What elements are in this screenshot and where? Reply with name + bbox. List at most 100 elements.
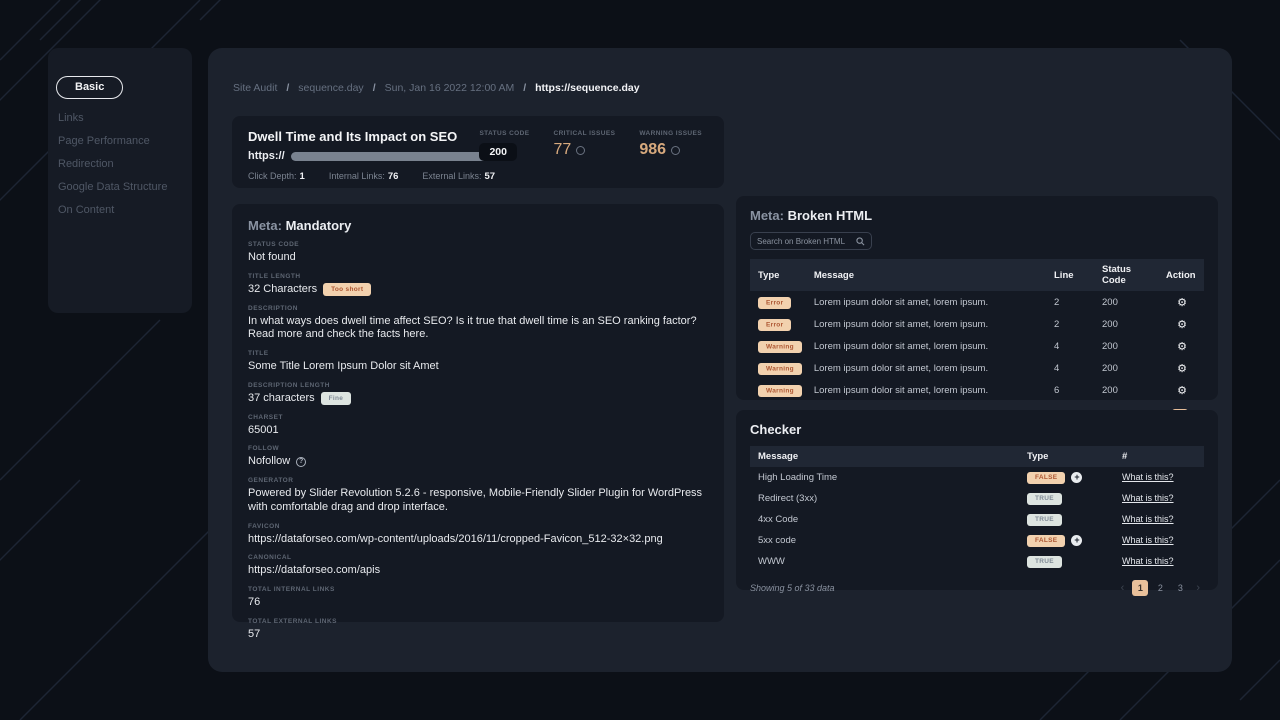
breadcrumb-date[interactable]: Sun, Jan 16 2022 12:00 AM	[384, 82, 515, 94]
false-badge: FALSE	[1027, 471, 1066, 484]
warning-issues-stat: Warning Issues 986	[639, 130, 702, 161]
column-type: Type	[1021, 446, 1116, 467]
broken-html-table: Type Message Line Status Code Action Err…	[750, 259, 1204, 401]
gear-icon[interactable]: ⚙	[1177, 296, 1187, 309]
sidebar-item-on-content[interactable]: On Content	[58, 204, 115, 216]
gear-icon[interactable]: ⚙	[1177, 318, 1187, 331]
what-is-this-link[interactable]: What is this?	[1122, 535, 1174, 545]
field-value: https://dataforseo.com/wp-content/upload…	[248, 532, 663, 545]
plus-icon[interactable]: +	[1071, 472, 1083, 483]
row-message: Lorem ipsum dolor sit amet, lorem ipsum.	[813, 362, 989, 374]
prev-page-icon[interactable]: ‹	[1120, 582, 1125, 594]
table-row: Warning Lorem ipsum dolor sit amet, lore…	[750, 335, 1204, 357]
external-links-value: 57	[484, 171, 496, 182]
warning-badge: Warning	[758, 385, 802, 397]
critical-issues-stat: Critical Issues 77	[553, 130, 615, 161]
checker-message: Redirect (3xx)	[758, 493, 818, 504]
row-line: 2	[1054, 318, 1060, 330]
what-is-this-link[interactable]: What is this?	[1122, 556, 1174, 566]
field-value: In what ways does dwell time affect SEO?…	[248, 314, 697, 341]
field-value: Some Title Lorem Ipsum Dolor sit Amet	[248, 360, 439, 372]
sidebar-item-links[interactable]: Links	[58, 112, 84, 124]
field-label: Generator	[248, 477, 294, 484]
table-row: WWW TRUE What is this?	[750, 551, 1204, 572]
true-badge: TRUE	[1027, 492, 1062, 505]
page-summary-card: Dwell Time and Its Impact on SEO https:/…	[232, 116, 724, 188]
gear-icon[interactable]: ⚙	[1177, 384, 1187, 397]
what-is-this-link[interactable]: What is this?	[1122, 493, 1174, 503]
warning-issues-label: Warning Issues	[639, 130, 702, 137]
table-row: 4xx Code TRUE What is this?	[750, 509, 1204, 530]
page-button-3[interactable]: 3	[1177, 583, 1183, 593]
page-button-2[interactable]: 2	[1157, 583, 1163, 593]
checker-footer: Showing 5 of 33 data ‹ 1 2 3 ›	[750, 580, 1204, 596]
what-is-this-link[interactable]: What is this?	[1122, 514, 1174, 524]
breadcrumb-site-audit[interactable]: Site Audit	[233, 82, 278, 94]
broken-html-search[interactable]	[750, 232, 872, 250]
field-label: Title	[248, 350, 269, 357]
table-row: High Loading Time FALSE + What is this?	[750, 467, 1204, 488]
url-redacted-bar	[290, 151, 491, 161]
column-message: Message	[807, 259, 1048, 291]
row-message: Lorem ipsum dolor sit amet, lorem ipsum.	[813, 340, 989, 352]
column-message: Message	[750, 446, 1021, 467]
field-value: 65001	[248, 423, 279, 436]
field-value: 76	[248, 596, 261, 608]
checker-message: 4xx Code	[758, 514, 799, 525]
page-title: Dwell Time and Its Impact on SEO	[248, 129, 458, 144]
field-label: Status Code	[248, 241, 300, 248]
info-ring-icon[interactable]	[576, 145, 586, 155]
column-line: Line	[1048, 259, 1096, 291]
plus-icon[interactable]: +	[1071, 535, 1083, 546]
column-action: Action	[1160, 259, 1204, 291]
click-depth: Click Depth: 1	[248, 171, 305, 182]
breadcrumb-separator: /	[523, 82, 527, 94]
table-header-row: Message Type #	[750, 446, 1204, 467]
field-description-length: Description Length 37 characters Fine	[248, 382, 708, 406]
meta-mandatory-panel: Meta: Mandatory Status Code Not found Ti…	[232, 204, 724, 640]
status-code-label: Status Code	[479, 130, 530, 137]
row-message: Lorem ipsum dolor sit amet, lorem ipsum.	[813, 318, 989, 330]
field-label: Favicon	[248, 522, 280, 530]
click-depth-value: 1	[299, 171, 305, 182]
field-value: 57	[248, 627, 261, 640]
row-status: 200	[1102, 318, 1118, 330]
table-row: Warning Lorem ipsum dolor sit amet, lore…	[750, 357, 1204, 379]
field-charset: Charset 65001	[248, 414, 708, 438]
click-depth-label: Click Depth:	[248, 171, 297, 181]
info-ring-icon[interactable]	[671, 145, 681, 155]
page-button-1[interactable]: 1	[1132, 580, 1149, 596]
broken-html-panel: Meta: Broken HTML Type Message Line Stat…	[736, 196, 1218, 425]
gear-icon[interactable]: ⚙	[1177, 340, 1187, 353]
sidebar-item-basic[interactable]: Basic	[56, 76, 124, 99]
checker-message: 5xx code	[758, 535, 797, 546]
meta-prefix: Meta:	[750, 208, 784, 223]
row-status: 200	[1102, 340, 1118, 352]
internal-links-value: 76	[387, 171, 399, 182]
field-description: Description In what ways does dwell time…	[248, 305, 708, 343]
what-is-this-link[interactable]: What is this?	[1122, 472, 1174, 482]
pagination: ‹ 1 2 3 ›	[1117, 580, 1204, 596]
help-icon[interactable]: ?	[296, 457, 307, 468]
field-value: Powered by Slider Revolution 5.2.6 - res…	[248, 487, 703, 513]
row-line: 6	[1054, 384, 1060, 396]
row-line: 2	[1054, 296, 1060, 308]
next-page-icon[interactable]: ›	[1196, 582, 1200, 594]
sidebar-item-page-performance[interactable]: Page Performance	[58, 135, 150, 147]
critical-issues-label: Critical Issues	[553, 130, 616, 137]
showing-count: Showing 5 of 33 data	[750, 583, 835, 593]
field-status-code: Status Code Not found	[248, 241, 708, 265]
issue-stats: Status Code 200 Critical Issues 77 Warni…	[479, 130, 702, 161]
sidebar-item-google-data-structure[interactable]: Google Data Structure	[58, 181, 168, 193]
row-status: 200	[1102, 296, 1118, 308]
checker-table: Message Type # High Loading Time FALSE + …	[750, 446, 1204, 572]
gear-icon[interactable]: ⚙	[1177, 362, 1187, 375]
column-type: Type	[750, 259, 808, 291]
sidebar-item-redirection[interactable]: Redirection	[58, 158, 114, 170]
row-status: 200	[1102, 362, 1118, 374]
url-scheme: https://	[248, 150, 285, 162]
external-links: External Links: 57	[422, 171, 495, 182]
breadcrumb-domain[interactable]: sequence.day	[298, 82, 364, 94]
column-status-code: Status Code	[1096, 259, 1160, 291]
search-input[interactable]	[757, 236, 852, 246]
